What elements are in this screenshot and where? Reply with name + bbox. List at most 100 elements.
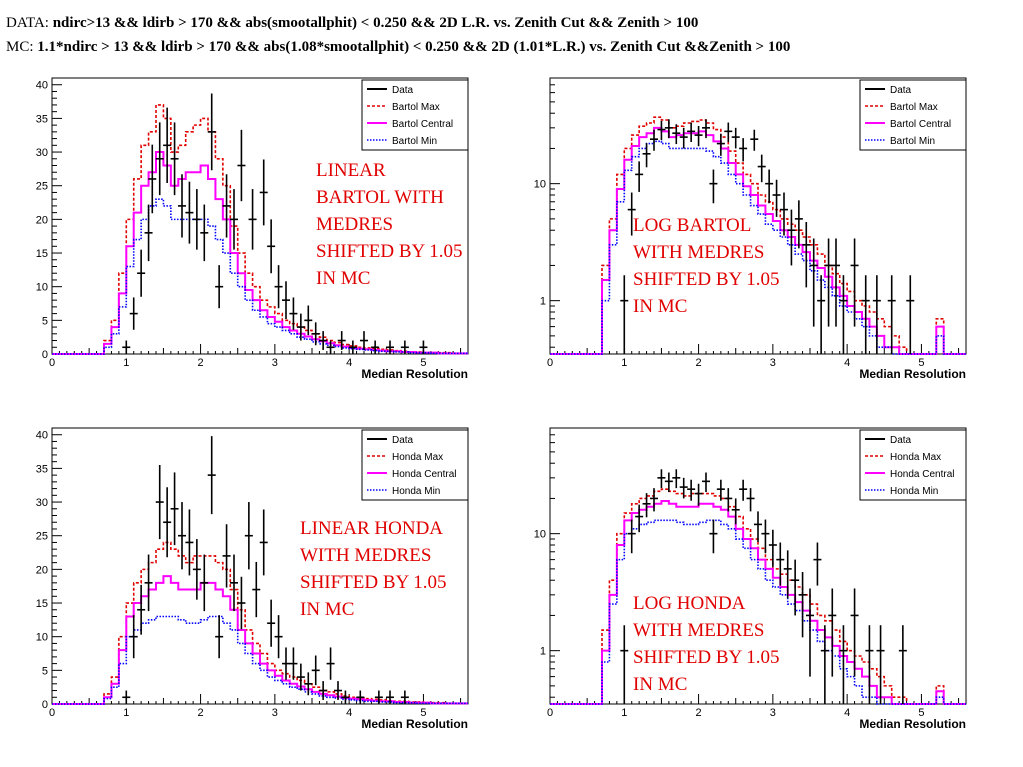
series-honda-central — [52, 575, 468, 705]
legend-label: Bartol Min — [890, 136, 935, 147]
y-tick-label: 5 — [42, 315, 48, 327]
y-tick-label: 30 — [36, 497, 48, 509]
legend-label: Honda Min — [890, 486, 938, 497]
legend-label: Bartol Central — [890, 119, 951, 130]
y-tick-label: 0 — [42, 699, 48, 711]
header-data-cuts: ndirc>13 && ldirb > 170 && abs(smootallp… — [52, 15, 699, 31]
x-tick-label: 5 — [420, 357, 426, 369]
x-tick-label: 3 — [272, 707, 278, 719]
legend-box — [361, 429, 469, 501]
y-tick-label: 10 — [36, 632, 48, 644]
y-axis: 0 5 10 15 20 25 30 35 40 — [36, 427, 62, 711]
annotation-linear-honda: LINEAR HONDA WITH MEDRES SHIFTED BY 1.05… — [300, 518, 447, 620]
x-tick-label: 4 — [346, 707, 352, 719]
header-mc-cuts: 1.1*ndirc > 13 && ldirb > 170 && abs(1.0… — [37, 39, 791, 55]
series-bartol-max — [52, 104, 468, 355]
header-data-prefix: DATA: — [6, 15, 53, 31]
header-mc-prefix: MC: — [6, 39, 38, 55]
header-line-data: DATA: ndirc>13 && ldirb > 170 && abs(smo… — [6, 15, 698, 32]
legend-label: Data — [392, 435, 414, 446]
y-tick-label: 0 — [42, 349, 48, 361]
legend-label: Honda Central — [890, 469, 954, 480]
y-tick-label: 5 — [42, 665, 48, 677]
legend-label: Honda Central — [392, 469, 456, 480]
annotation-log-honda: LOG HONDA WITH MEDRES SHIFTED BY 1.05 IN… — [633, 593, 780, 695]
annotation-log-bartol: LOG BARTOL WITH MEDRES SHIFTED BY 1.05 I… — [633, 215, 780, 317]
x-axis-title: Median Resolution — [361, 717, 468, 731]
data-points — [620, 119, 915, 354]
legend-label: Bartol Min — [392, 136, 437, 147]
x-tick-label: 0 — [49, 357, 55, 369]
x-tick-label: 3 — [272, 357, 278, 369]
annotation-linear-bartol: LINEAR BARTOL WITH MEDRES SHIFTED BY 1.0… — [316, 160, 463, 289]
series-honda-central — [550, 500, 966, 705]
legend-label: Data — [890, 435, 912, 446]
y-tick-label: 20 — [36, 214, 48, 226]
y-axis: 0 5 10 15 20 25 30 35 40 — [36, 77, 62, 361]
legend-label: Honda Max — [392, 452, 443, 463]
x-tick-label: 5 — [918, 707, 924, 719]
y-tick-label: 10 — [534, 179, 546, 191]
y-tick-label: 10 — [534, 529, 546, 541]
y-tick-label: 30 — [36, 147, 48, 159]
legend: Data Bartol Max Bartol Central Bartol Min — [361, 79, 469, 151]
legend-label: Honda Max — [890, 452, 941, 463]
y-tick-label: 15 — [36, 248, 48, 260]
y-tick-label: 1 — [540, 646, 546, 658]
x-tick-label: 5 — [918, 357, 924, 369]
x-tick-label: 1 — [123, 357, 129, 369]
legend-label: Data — [890, 85, 912, 96]
legend-label: Data — [392, 85, 414, 96]
header-line-mc: MC: 1.1*ndirc > 13 && ldirb > 170 && abs… — [6, 39, 790, 56]
legend-label: Honda Min — [392, 486, 440, 497]
x-tick-label: 2 — [696, 707, 702, 719]
legend: Data Honda Max Honda Central Honda Min — [361, 429, 469, 501]
x-tick-label: 4 — [844, 707, 850, 719]
x-tick-label: 1 — [621, 707, 627, 719]
x-tick-label: 1 — [123, 707, 129, 719]
legend: Data Bartol Max Bartol Central Bartol Min — [859, 79, 967, 151]
x-axis-title: Median Resolution — [361, 367, 468, 381]
y-tick-label: 15 — [36, 598, 48, 610]
x-tick-label: 1 — [621, 357, 627, 369]
legend-label: Bartol Central — [392, 119, 453, 130]
x-tick-label: 2 — [198, 357, 204, 369]
legend-label: Bartol Max — [392, 102, 440, 113]
y-axis: 1 10 — [534, 427, 560, 698]
y-tick-label: 40 — [36, 80, 48, 92]
data-points — [620, 469, 907, 704]
x-tick-label: 0 — [547, 707, 553, 719]
x-tick-label: 2 — [198, 707, 204, 719]
x-tick-label: 3 — [770, 707, 776, 719]
y-tick-label: 25 — [36, 531, 48, 543]
legend-label: Bartol Max — [890, 102, 938, 113]
data-points — [122, 93, 428, 354]
series-honda-min — [550, 519, 966, 705]
x-tick-label: 4 — [346, 357, 352, 369]
data-points — [122, 436, 409, 704]
x-tick-label: 4 — [844, 357, 850, 369]
y-tick-label: 25 — [36, 181, 48, 193]
x-tick-label: 3 — [770, 357, 776, 369]
x-axis-title: Median Resolution — [859, 367, 966, 381]
y-tick-label: 35 — [36, 463, 48, 475]
x-tick-label: 2 — [696, 357, 702, 369]
x-tick-label: 5 — [420, 707, 426, 719]
y-axis: 1 10 — [534, 77, 560, 348]
legend-box — [859, 429, 967, 501]
x-tick-label: 0 — [49, 707, 55, 719]
legend: Data Honda Max Honda Central Honda Min — [859, 429, 967, 501]
y-tick-label: 10 — [36, 282, 48, 294]
y-tick-label: 1 — [540, 296, 546, 308]
y-tick-label: 35 — [36, 113, 48, 125]
x-tick-label: 0 — [547, 357, 553, 369]
y-tick-label: 40 — [36, 430, 48, 442]
legend-box — [361, 79, 469, 151]
